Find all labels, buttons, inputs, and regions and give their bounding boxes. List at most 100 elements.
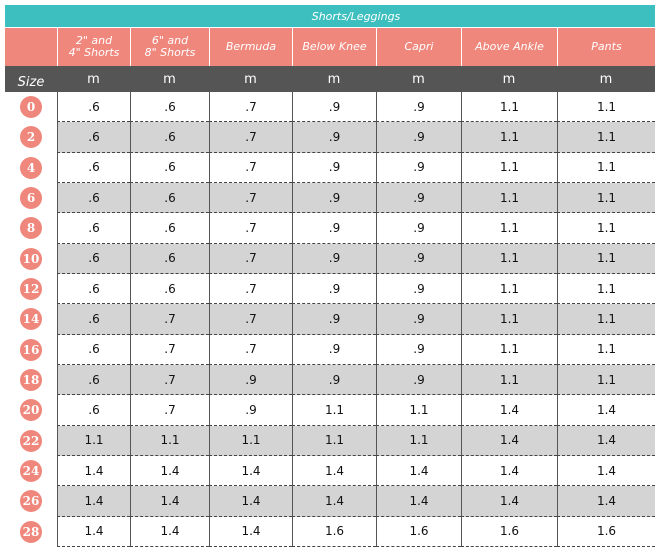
value-cell: 1.4 — [376, 456, 461, 487]
column-header — [5, 28, 57, 66]
value-cell: 1.1 — [461, 365, 557, 396]
value-cell: 1.4 — [557, 486, 655, 517]
value-cell: .6 — [57, 365, 130, 396]
value-cell: 1.4 — [376, 486, 461, 517]
value-cell: 1.1 — [557, 334, 655, 365]
size-cell: 2 — [5, 122, 57, 152]
value-cell: .9 — [376, 92, 461, 123]
value-cell: 1.1 — [292, 395, 376, 426]
value-cell: .6 — [57, 304, 130, 335]
value-cell: .6 — [130, 243, 209, 274]
unit-label: m — [130, 66, 209, 92]
value-cell: 1.1 — [557, 243, 655, 274]
value-cell: .9 — [376, 243, 461, 274]
value-cell: .6 — [57, 213, 130, 244]
value-cell: .6 — [130, 274, 209, 305]
value-cell: 1.1 — [557, 122, 655, 153]
size-cell: 26 — [5, 486, 57, 516]
column-header: Pants — [557, 28, 655, 66]
value-cell: .9 — [376, 213, 461, 244]
unit-label: m — [461, 66, 557, 92]
value-cell: 1.1 — [209, 425, 292, 456]
value-cell: .9 — [292, 365, 376, 396]
size-badge: 24 — [20, 460, 42, 483]
value-cell: .9 — [292, 183, 376, 214]
value-cell: .6 — [57, 122, 130, 153]
value-cell: 1.1 — [557, 304, 655, 335]
value-cell: .9 — [292, 213, 376, 244]
value-cell: .9 — [376, 152, 461, 183]
value-cell: 1.4 — [130, 486, 209, 517]
size-cell: 12 — [5, 274, 57, 304]
size-cell: 14 — [5, 304, 57, 334]
size-cell: 18 — [5, 365, 57, 395]
value-cell: 1.1 — [557, 152, 655, 183]
value-cell: .7 — [130, 304, 209, 335]
size-cell: 22 — [5, 426, 57, 456]
size-badge: 10 — [20, 247, 42, 270]
value-cell: .7 — [130, 365, 209, 396]
value-cell: .6 — [57, 395, 130, 426]
value-cell: 1.1 — [376, 425, 461, 456]
size-badge: 18 — [20, 369, 42, 392]
size-cell: 20 — [5, 395, 57, 425]
value-cell: .6 — [130, 183, 209, 214]
value-cell: .7 — [209, 213, 292, 244]
value-cell: 1.4 — [57, 486, 130, 517]
column-header: Below Knee — [292, 28, 376, 66]
value-cell: .6 — [57, 243, 130, 274]
size-cell: 10 — [5, 244, 57, 274]
value-cell: 1.6 — [557, 516, 655, 547]
column-header: Bermuda — [209, 28, 292, 66]
value-cell: 1.4 — [130, 456, 209, 487]
size-badge: 6 — [20, 187, 42, 210]
value-cell: 1.4 — [209, 516, 292, 547]
size-cell: 28 — [5, 517, 57, 547]
value-cell: 1.4 — [461, 456, 557, 487]
size-badge: 2 — [20, 126, 42, 149]
value-cell: .9 — [292, 334, 376, 365]
size-badge: 4 — [20, 156, 42, 179]
value-cell: .6 — [130, 152, 209, 183]
value-cell: 1.4 — [209, 456, 292, 487]
value-cell: 1.1 — [130, 425, 209, 456]
value-cell: 1.6 — [292, 516, 376, 547]
value-cell: 1.6 — [376, 516, 461, 547]
value-cell: .9 — [376, 334, 461, 365]
size-cell: 0 — [5, 92, 57, 122]
value-cell: .9 — [292, 243, 376, 274]
value-cell: .6 — [57, 92, 130, 123]
value-cell: .9 — [376, 365, 461, 396]
value-cell: .6 — [57, 334, 130, 365]
value-cell: .6 — [130, 92, 209, 123]
value-cell: .7 — [209, 152, 292, 183]
value-cell: .9 — [292, 152, 376, 183]
value-cell: .9 — [376, 122, 461, 153]
column-header: 2" and 4" Shorts — [57, 28, 130, 66]
size-cell: 24 — [5, 456, 57, 486]
value-cell: .6 — [57, 183, 130, 214]
value-cell: 1.1 — [557, 365, 655, 396]
value-cell: 1.4 — [557, 456, 655, 487]
unit-label: m — [376, 66, 461, 92]
value-cell: 1.1 — [376, 395, 461, 426]
value-cell: .6 — [57, 274, 130, 305]
value-cell: 1.1 — [461, 274, 557, 305]
size-badge: 16 — [20, 338, 42, 361]
size-badge: 0 — [20, 96, 42, 119]
size-badge: 28 — [20, 520, 42, 543]
value-cell: .6 — [130, 213, 209, 244]
value-cell: .7 — [209, 122, 292, 153]
value-cell: .7 — [209, 243, 292, 274]
value-cell: 1.1 — [461, 183, 557, 214]
value-cell: 1.1 — [461, 213, 557, 244]
value-cell: .9 — [292, 274, 376, 305]
size-badge: 12 — [20, 278, 42, 301]
value-cell: .9 — [209, 395, 292, 426]
value-cell: 1.4 — [130, 516, 209, 547]
unit-label: m — [209, 66, 292, 92]
value-cell: 1.4 — [57, 516, 130, 547]
column-header: Above Ankle — [461, 28, 557, 66]
value-cell: .9 — [292, 92, 376, 123]
